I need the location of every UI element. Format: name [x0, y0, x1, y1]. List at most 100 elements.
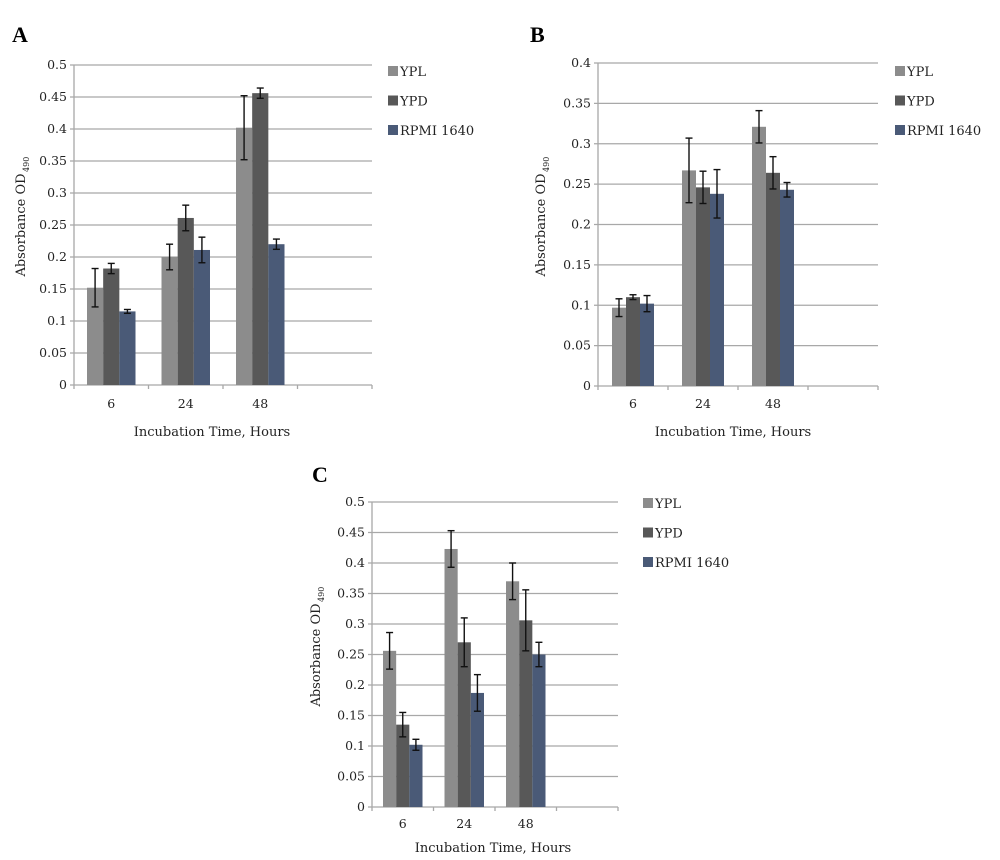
legend-swatch [895, 125, 905, 135]
x-axis-label: Incubation Time, Hours [415, 841, 571, 856]
y-tick-label: 0.25 [337, 647, 365, 662]
y-tick-label: 0.25 [39, 217, 67, 232]
bar-ypl [236, 127, 253, 385]
bar-ypd [696, 187, 710, 386]
y-axis-label-subscript: 490 [22, 157, 31, 172]
bar-rpmi-1640 [780, 189, 794, 386]
legend-label: RPMI 1640 [400, 124, 474, 139]
x-axis-label: Incubation Time, Hours [134, 425, 290, 440]
bar-ypd [626, 297, 640, 386]
legend-swatch [388, 125, 398, 135]
bar-rpmi-1640 [409, 744, 423, 807]
y-tick-label: 0.35 [337, 586, 365, 601]
y-tick-label: 0 [59, 377, 67, 392]
y-axis-label-subscript: 490 [542, 157, 551, 172]
legend-swatch [643, 557, 653, 567]
y-tick-label: 0.15 [39, 281, 67, 296]
y-tick-label: 0.2 [345, 677, 365, 692]
legend-swatch [388, 66, 398, 76]
bar-ypd [396, 724, 410, 807]
y-tick-label: 0.1 [345, 738, 365, 753]
legend-label: YPL [654, 497, 681, 512]
legend-swatch [643, 498, 653, 508]
bar-rpmi-1640 [193, 249, 210, 385]
legend-label: YPL [399, 65, 426, 80]
legend-swatch [388, 95, 398, 106]
bar-ypd [519, 620, 533, 807]
chart-C: C 0 0.05 0.1 0.15 0.2 0.25 0.3 0.35 0.4 0.45 0.5 6 24… [309, 462, 729, 856]
legend-label: YPL [906, 65, 933, 80]
chart-A: A 0 0.05 0.1 0.15 0.2 0.25 0.3 0.35 0.4 0.45 0.5 6 24… [12, 22, 474, 440]
y-tick-label: 0.05 [563, 338, 591, 353]
y-axis-label-subscript: 490 [317, 587, 326, 602]
y-tick-label: 0.5 [345, 494, 365, 509]
bar-ypd [177, 217, 194, 385]
y-tick-label: 0.4 [345, 555, 365, 570]
bar-rpmi-1640 [640, 303, 654, 386]
bar-ypd [252, 93, 269, 385]
bar-ypd [103, 268, 120, 385]
y-tick-label: 0.5 [47, 57, 67, 72]
y-tick-label: 0.15 [337, 708, 365, 723]
y-axis-label: Absorbance OD [14, 173, 29, 277]
bar-rpmi-1640 [119, 311, 136, 385]
legend-swatch [895, 95, 905, 106]
chart-B: B 0 0.05 0.1 0.15 0.2 0.25 0.3 0.35 0.4 6 24 48 Incub… [530, 22, 981, 440]
y-axis-label: Absorbance OD [309, 603, 324, 707]
bar-ypl [383, 650, 397, 807]
y-axis-label: Absorbance OD [534, 173, 549, 277]
legend-swatch [895, 66, 905, 76]
panel-label: C [312, 462, 328, 487]
x-tick-label: 48 [765, 396, 781, 411]
x-axis-label: Incubation Time, Hours [655, 425, 811, 440]
y-tick-label: 0.3 [345, 616, 365, 631]
legend-label: YPD [906, 95, 935, 110]
legend-label: RPMI 1640 [655, 556, 729, 571]
bar-rpmi-1640 [710, 193, 724, 386]
x-tick-label: 6 [399, 816, 407, 831]
bar-rpmi-1640 [532, 654, 546, 807]
bar-ypl [682, 170, 696, 386]
legend-label: RPMI 1640 [907, 124, 981, 139]
y-tick-label: 0.05 [39, 345, 67, 360]
legend-swatch [643, 527, 653, 538]
x-tick-label: 48 [252, 396, 268, 411]
bar-rpmi-1640 [268, 244, 285, 385]
legend-label: YPD [654, 527, 683, 542]
y-tick-label: 0.35 [39, 153, 67, 168]
y-tick-label: 0.3 [571, 136, 591, 151]
x-tick-label: 6 [629, 396, 637, 411]
y-tick-label: 0.2 [571, 217, 591, 232]
bar-ypl [506, 581, 520, 807]
bar-rpmi-1640 [470, 692, 484, 807]
bar-ypl [87, 287, 104, 385]
y-tick-label: 0.45 [39, 89, 67, 104]
bar-ypl [444, 548, 458, 807]
bar-ypd [766, 172, 780, 386]
y-tick-label: 0.1 [47, 313, 67, 328]
y-tick-label: 0.2 [47, 249, 67, 264]
x-tick-label: 24 [178, 396, 194, 411]
y-tick-label: 0.4 [47, 121, 67, 136]
panel-label: A [12, 22, 28, 47]
bar-ypl [161, 257, 178, 385]
x-tick-label: 6 [107, 396, 115, 411]
y-tick-label: 0.45 [337, 525, 365, 540]
y-tick-label: 0 [357, 799, 365, 814]
y-tick-label: 0.15 [563, 257, 591, 272]
y-tick-label: 0.35 [563, 95, 591, 110]
x-tick-label: 24 [456, 816, 472, 831]
y-tick-label: 0.1 [571, 297, 591, 312]
y-tick-label: 0 [583, 378, 591, 393]
panel-label: B [530, 22, 545, 47]
bar-ypl [752, 126, 766, 386]
y-tick-label: 0.25 [563, 176, 591, 191]
y-tick-label: 0.05 [337, 769, 365, 784]
x-tick-label: 48 [518, 816, 534, 831]
y-tick-label: 0.3 [47, 185, 67, 200]
legend-label: YPD [399, 95, 428, 110]
